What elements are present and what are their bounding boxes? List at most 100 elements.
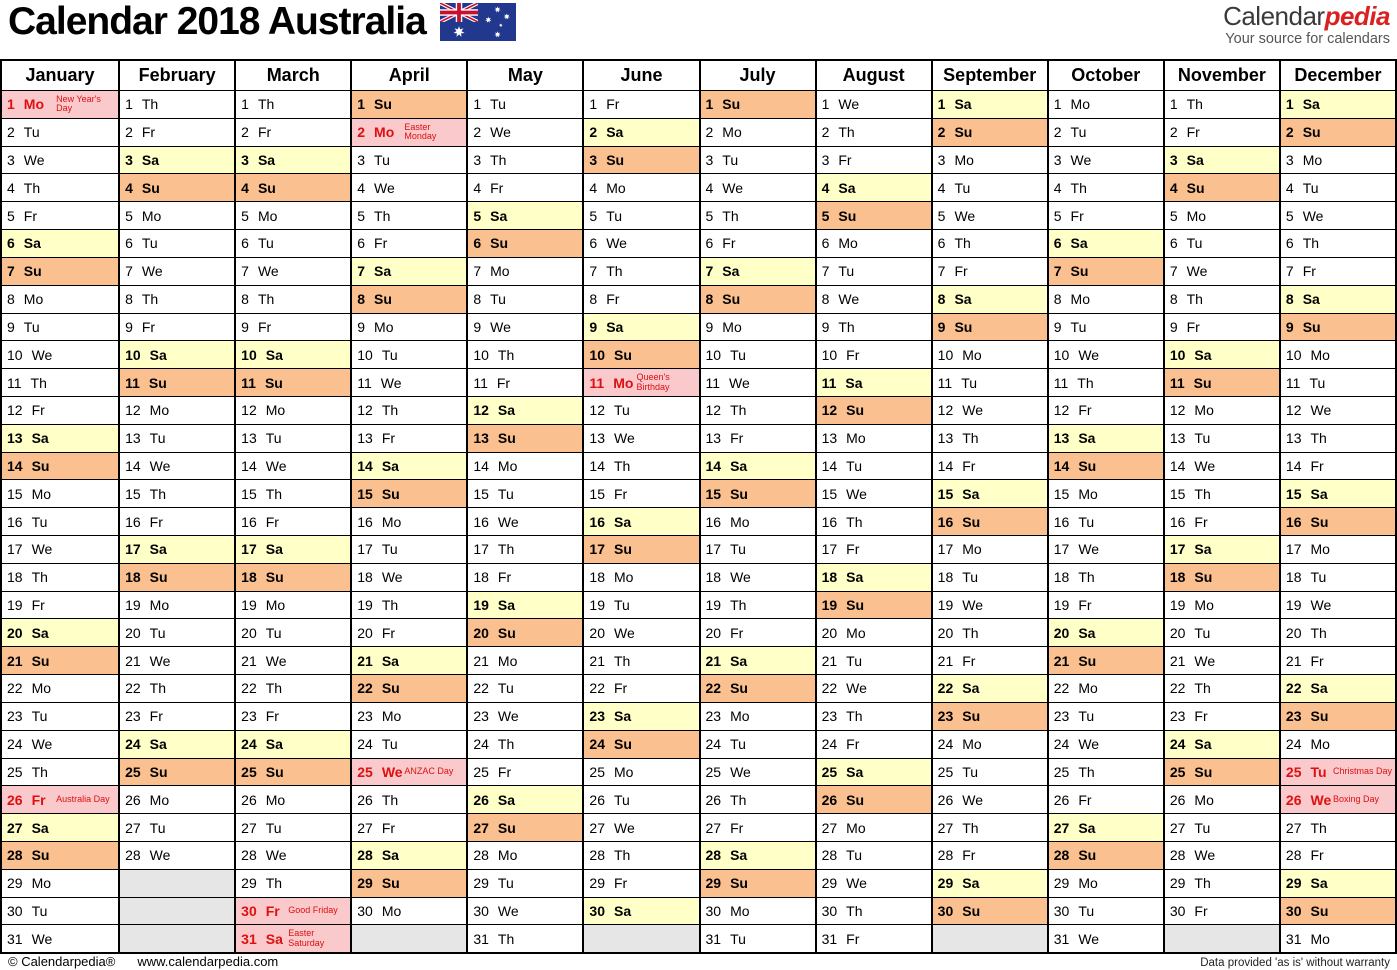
weekday-abbr: Mo: [1078, 485, 1098, 502]
day-number: 1: [7, 96, 15, 113]
day-number: 28: [705, 847, 722, 864]
day-number: 25: [821, 763, 838, 780]
day-cell-november-6: 6 Tu: [1164, 229, 1279, 257]
holiday-label: Australia Day: [56, 793, 110, 804]
day-number: 15: [7, 485, 23, 502]
day-number: 30: [937, 902, 954, 919]
day-number: 23: [1285, 708, 1302, 725]
weekday-abbr: Su: [730, 875, 748, 892]
weekday-abbr: Tu: [846, 652, 862, 669]
weekday-abbr: Mo: [613, 569, 634, 586]
weekday-abbr: Sa: [257, 152, 276, 169]
website-link[interactable]: www.calendarpedia.com: [137, 954, 279, 969]
day-cell-december-24: 24 Mo: [1280, 729, 1395, 758]
day-cell-september-25: 25 Tu: [932, 757, 1047, 786]
day-number: 16: [357, 513, 373, 530]
weekday-abbr: Fr: [381, 624, 396, 641]
day-cell-may-20: 20 Su: [468, 618, 583, 647]
weekday-abbr: Mo: [1310, 541, 1330, 558]
day-cell-january-19: 19 Fr: [2, 590, 119, 619]
day-cell-june-25: 25 Mo: [584, 757, 699, 786]
day-cell-february-18: 18 Su: [120, 562, 235, 591]
day-cell-may-9: 9 We: [468, 312, 583, 341]
weekday-abbr: Mo: [954, 152, 974, 169]
day-cell-april-15: 15 Su: [352, 479, 467, 508]
day-number: 24: [1285, 736, 1302, 753]
day-cell-march-31: 31 Sa Easter Saturday: [236, 924, 351, 953]
day-cell-december-3: 3 Mo: [1280, 145, 1395, 174]
day-number: 25: [241, 763, 257, 780]
day-cell-april-30: 30 Mo: [352, 896, 467, 925]
weekday-abbr: Su: [381, 680, 400, 697]
day-cell-may-24: 24 Th: [468, 729, 583, 758]
day-number: 20: [821, 624, 838, 641]
weekday-abbr: We: [380, 374, 402, 391]
day-number: 24: [7, 736, 23, 753]
day-cell-march-16: 16 Fr: [236, 507, 351, 535]
day-cell-october-21: 21 Su: [1048, 646, 1163, 675]
weekday-abbr: Su: [1310, 708, 1329, 725]
day-number: 15: [821, 485, 838, 502]
day-number: 23: [1169, 708, 1186, 725]
day-number: 6: [705, 235, 714, 252]
weekday-abbr: Su: [149, 763, 168, 780]
day-number: 3: [473, 152, 482, 169]
day-cell-april-22: 22 Su: [352, 674, 467, 702]
day-number: 9: [1169, 318, 1178, 335]
day-number: 31: [473, 930, 489, 947]
day-number: 19: [357, 597, 373, 614]
day-number: 26: [357, 791, 373, 808]
day-number: 3: [7, 152, 15, 169]
day-number: 7: [473, 263, 482, 280]
day-cell-september-21: 21 Fr: [932, 646, 1047, 674]
day-number: 1: [473, 96, 482, 113]
day-cell-april-5: 5 Th: [352, 201, 467, 229]
weekday-abbr: Tu: [23, 318, 40, 335]
day-cell-october-13: 13 Sa: [1048, 423, 1163, 452]
day-number: 9: [937, 318, 946, 335]
day-number: 30: [357, 902, 373, 919]
weekday-abbr: Tu: [381, 541, 398, 558]
weekday-abbr: Th: [730, 597, 747, 614]
day-cell-february-25: 25 Su: [120, 757, 235, 786]
day-number: 1: [357, 96, 366, 113]
weekday-abbr: Sa: [31, 624, 49, 641]
day-number: 3: [125, 152, 133, 169]
day-number: 26: [473, 791, 489, 808]
day-number: 22: [1169, 680, 1186, 697]
day-number: 30: [241, 902, 257, 919]
day-number: 7: [1169, 263, 1178, 280]
weekday-abbr: Tu: [497, 875, 514, 892]
weekday-abbr: Mo: [846, 819, 866, 836]
day-cell-june-17: 17 Su: [584, 535, 699, 563]
day-number: 6: [937, 235, 946, 252]
day-number: 26: [937, 791, 954, 808]
weekday-abbr: Sa: [954, 291, 972, 308]
day-cell-june-5: 5 Tu: [584, 201, 699, 229]
day-number: 21: [125, 652, 141, 669]
weekday-abbr: Sa: [149, 346, 167, 363]
logo-text-calendar: Calendar: [1223, 1, 1325, 31]
day-number: 12: [1053, 402, 1070, 419]
day-number: 2: [589, 124, 598, 141]
weekday-abbr: Mo: [1194, 597, 1214, 614]
weekday-abbr: Th: [1194, 485, 1211, 502]
day-number: 16: [1285, 513, 1302, 530]
day-cell-february-3: 3 Sa: [120, 145, 235, 174]
empty-cell: [932, 924, 1047, 953]
day-number: 10: [589, 346, 605, 363]
day-cell-october-31: 31 We: [1048, 924, 1163, 952]
day-cell-december-29: 29 Sa: [1280, 868, 1395, 897]
day-cell-july-4: 4 We: [700, 173, 815, 201]
day-number: 29: [589, 875, 605, 892]
day-cell-october-4: 4 Th: [1048, 173, 1163, 201]
day-cell-september-30: 30 Su: [932, 896, 1047, 925]
day-cell-july-23: 23 Mo: [700, 701, 815, 730]
day-number: 26: [1053, 791, 1070, 808]
day-cell-november-12: 12 Mo: [1164, 395, 1279, 424]
day-number: 13: [1169, 430, 1186, 447]
day-cell-july-15: 15 Su: [700, 479, 815, 508]
day-cell-may-21: 21 Mo: [468, 646, 583, 674]
day-number: 30: [1169, 902, 1186, 919]
day-cell-december-18: 18 Tu: [1280, 562, 1395, 591]
